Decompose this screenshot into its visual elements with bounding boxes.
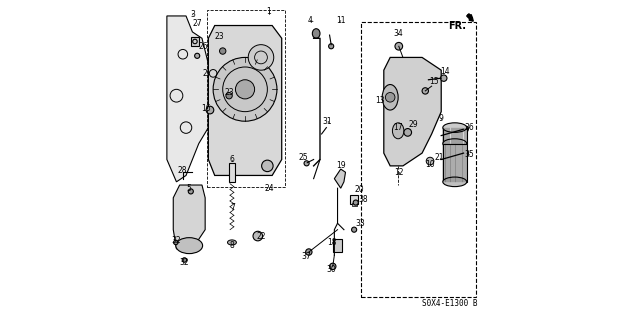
Bar — [350, 195, 358, 204]
Ellipse shape — [443, 177, 467, 187]
Text: 21: 21 — [435, 153, 444, 162]
Bar — [229, 163, 235, 182]
Circle shape — [306, 249, 312, 255]
Circle shape — [330, 263, 336, 270]
Circle shape — [304, 161, 309, 166]
Text: 33: 33 — [355, 219, 365, 228]
Text: 25: 25 — [299, 153, 308, 162]
Text: 16: 16 — [202, 104, 211, 113]
Text: 3: 3 — [190, 10, 195, 19]
Bar — [362, 22, 476, 297]
Text: 35: 35 — [465, 150, 474, 159]
Circle shape — [426, 157, 434, 165]
Text: 32: 32 — [171, 236, 180, 245]
Text: 23: 23 — [214, 32, 225, 41]
Text: 38: 38 — [358, 195, 368, 204]
Polygon shape — [334, 169, 346, 188]
Text: 14: 14 — [440, 67, 450, 76]
Circle shape — [206, 106, 214, 114]
Circle shape — [422, 88, 428, 94]
Text: 19: 19 — [337, 161, 346, 170]
Text: 29: 29 — [408, 120, 418, 129]
Text: 23: 23 — [224, 88, 234, 97]
Circle shape — [236, 80, 255, 99]
Text: 9: 9 — [438, 114, 443, 122]
Text: 36: 36 — [465, 123, 474, 132]
Text: 20: 20 — [354, 185, 364, 194]
Text: 10: 10 — [425, 160, 435, 169]
Circle shape — [351, 227, 356, 232]
Circle shape — [173, 240, 178, 245]
Text: 5: 5 — [187, 184, 191, 193]
Text: 22: 22 — [256, 232, 266, 241]
Text: 31: 31 — [323, 117, 332, 126]
Text: 1: 1 — [267, 7, 271, 16]
Circle shape — [188, 189, 193, 194]
Ellipse shape — [382, 85, 398, 110]
FancyArrow shape — [468, 14, 472, 18]
Text: 8: 8 — [230, 241, 235, 250]
Circle shape — [404, 129, 412, 136]
Text: 6: 6 — [230, 155, 235, 164]
Circle shape — [440, 75, 447, 81]
Ellipse shape — [443, 139, 467, 148]
Polygon shape — [209, 26, 282, 175]
Ellipse shape — [176, 238, 203, 254]
Text: 32: 32 — [180, 258, 189, 267]
Circle shape — [213, 57, 277, 121]
Bar — [207, 10, 285, 187]
Ellipse shape — [443, 123, 467, 132]
Text: 24: 24 — [264, 184, 274, 193]
FancyArrow shape — [467, 15, 473, 21]
Text: 12: 12 — [394, 168, 404, 177]
Text: 7: 7 — [230, 203, 235, 212]
Text: 26: 26 — [199, 42, 209, 51]
Circle shape — [195, 53, 200, 58]
Text: 13: 13 — [375, 96, 385, 105]
Circle shape — [182, 258, 187, 262]
Circle shape — [220, 48, 226, 54]
Circle shape — [395, 42, 403, 50]
Text: 2: 2 — [203, 69, 207, 78]
Circle shape — [328, 44, 333, 49]
Polygon shape — [167, 16, 209, 182]
Polygon shape — [173, 185, 205, 249]
Text: 34: 34 — [393, 29, 403, 38]
Bar — [443, 144, 467, 182]
Circle shape — [248, 45, 274, 70]
Circle shape — [462, 126, 468, 132]
Text: 17: 17 — [394, 123, 403, 132]
Text: 28: 28 — [177, 166, 187, 175]
Ellipse shape — [392, 123, 404, 139]
Text: 11: 11 — [336, 16, 346, 25]
Polygon shape — [384, 57, 441, 166]
Circle shape — [353, 200, 358, 205]
Circle shape — [262, 160, 273, 172]
Bar — [352, 203, 356, 206]
Circle shape — [462, 150, 468, 156]
Text: 37: 37 — [301, 252, 312, 261]
Bar — [333, 239, 342, 252]
Polygon shape — [443, 128, 467, 144]
Circle shape — [385, 93, 395, 102]
Text: FR.: FR. — [448, 21, 466, 31]
Text: 15: 15 — [429, 77, 439, 86]
Text: 18: 18 — [327, 238, 337, 247]
Text: 30: 30 — [326, 265, 336, 274]
Circle shape — [226, 93, 232, 99]
Ellipse shape — [312, 29, 320, 38]
Text: 4: 4 — [308, 16, 313, 25]
Ellipse shape — [227, 240, 236, 245]
Text: S0X4-E1300 B: S0X4-E1300 B — [422, 299, 477, 308]
Circle shape — [253, 231, 262, 241]
Bar — [191, 37, 199, 46]
Text: 27: 27 — [193, 19, 202, 28]
